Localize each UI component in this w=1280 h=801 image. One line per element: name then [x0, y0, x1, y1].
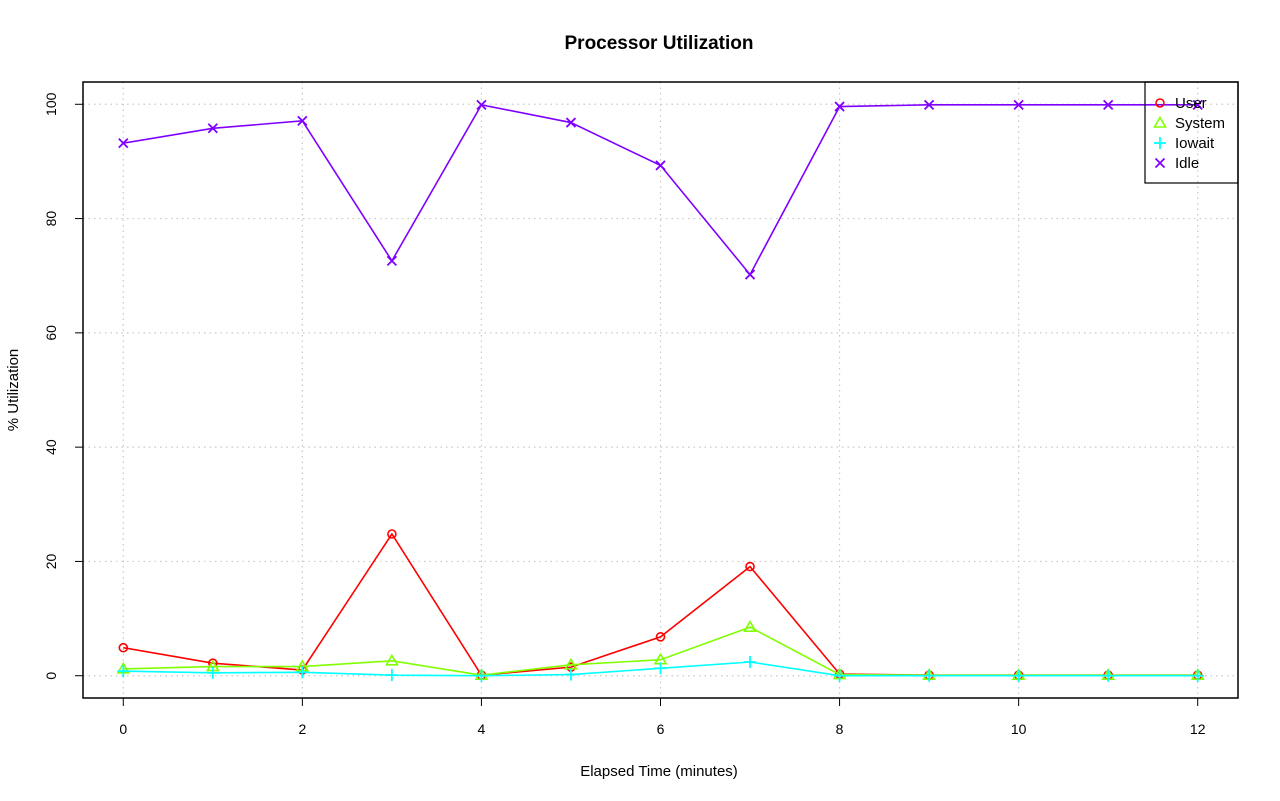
data-point-iowait: [744, 656, 757, 668]
x-axis: 0 2 4 6 8 10 12: [119, 697, 1206, 737]
x-tick-label: 6: [657, 721, 665, 737]
data-point-iowait: [923, 669, 936, 682]
series-idle: [118, 99, 1203, 280]
y-tick-label: 60: [43, 325, 59, 341]
data-point-idle: [1103, 99, 1114, 110]
data-point-idle: [834, 101, 845, 112]
legend-box: [1144, 81, 1239, 184]
data-point-iowait: [833, 669, 846, 682]
x-tick-label: 0: [119, 721, 127, 737]
legend-label-idle: Idle: [1175, 155, 1199, 172]
data-point-idle: [923, 99, 935, 110]
data-point-iowait: [1191, 669, 1204, 682]
y-tick-label: 40: [43, 439, 59, 455]
data-point-user: [745, 561, 755, 572]
x-tick-label: 10: [1011, 721, 1027, 737]
data-point-iowait: [206, 666, 219, 679]
data-point-iowait: [385, 669, 398, 682]
legend-marker-system: [1153, 115, 1167, 128]
data-point-idle: [565, 117, 577, 128]
legend-marker-idle: [1154, 157, 1166, 169]
chart-title: Processor Utilization: [565, 33, 754, 54]
data-point-idle: [1013, 99, 1024, 110]
x-tick-label: 2: [298, 721, 306, 737]
grid-lines: [83, 82, 1238, 698]
series-group: [116, 99, 1205, 682]
legend-label-system: System: [1175, 115, 1225, 132]
data-point-idle: [207, 123, 218, 134]
data-point-system: [743, 620, 757, 632]
legend-marker-user: [1155, 98, 1165, 108]
data-point-user: [655, 632, 666, 642]
data-point-iowait: [654, 662, 667, 675]
x-axis-label: Elapsed Time (minutes): [580, 763, 738, 780]
data-point-idle: [655, 160, 666, 171]
data-point-system: [385, 653, 399, 666]
y-tick-label: 20: [43, 553, 59, 569]
series-iowait: [117, 656, 1204, 682]
data-point-iowait: [1102, 669, 1115, 682]
data-point-user: [118, 642, 129, 653]
data-point-idle: [297, 115, 308, 126]
y-axis: 0 20 40 60 80 100: [43, 92, 84, 680]
data-point-iowait: [564, 668, 577, 681]
data-point-idle: [744, 269, 756, 280]
x-tick-label: 12: [1190, 721, 1206, 737]
y-tick-label: 80: [43, 211, 59, 227]
data-point-idle: [118, 138, 129, 149]
data-point-idle: [476, 99, 487, 110]
legend-label-user: User: [1175, 95, 1207, 112]
data-point-iowait: [296, 666, 309, 679]
legend-marker-iowait: [1154, 137, 1166, 149]
data-point-iowait: [475, 669, 488, 682]
y-tick-label: 100: [43, 92, 59, 116]
x-tick-label: 8: [836, 721, 844, 737]
data-point-iowait: [1012, 669, 1025, 682]
legend: User System Iowait Idle: [1144, 81, 1239, 184]
legend-label-iowait: Iowait: [1175, 135, 1215, 152]
data-point-user: [387, 529, 397, 539]
y-axis-label: % Utilization: [5, 349, 22, 432]
y-tick-label: 0: [43, 672, 59, 680]
x-tick-label: 4: [478, 721, 486, 737]
data-point-idle: [1192, 99, 1203, 110]
data-point-iowait: [117, 665, 130, 678]
series-line-idle: [123, 103, 1198, 277]
data-point-idle: [386, 255, 398, 266]
